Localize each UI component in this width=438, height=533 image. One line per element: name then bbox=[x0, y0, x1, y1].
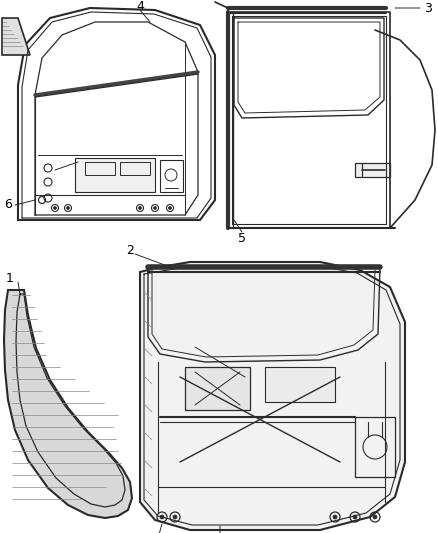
Text: 6: 6 bbox=[4, 198, 12, 212]
Polygon shape bbox=[2, 18, 30, 55]
Circle shape bbox=[169, 206, 172, 209]
Text: 1: 1 bbox=[6, 271, 14, 285]
Circle shape bbox=[53, 206, 57, 209]
Polygon shape bbox=[265, 367, 335, 402]
Circle shape bbox=[373, 515, 377, 519]
Circle shape bbox=[333, 515, 337, 519]
Circle shape bbox=[67, 206, 70, 209]
Polygon shape bbox=[185, 367, 250, 410]
Circle shape bbox=[138, 206, 141, 209]
Circle shape bbox=[353, 515, 357, 519]
Text: 2: 2 bbox=[126, 244, 134, 256]
Polygon shape bbox=[4, 290, 132, 518]
Circle shape bbox=[160, 515, 164, 519]
Polygon shape bbox=[140, 262, 405, 530]
Text: 5: 5 bbox=[238, 231, 246, 245]
Polygon shape bbox=[355, 163, 390, 177]
Polygon shape bbox=[75, 158, 155, 192]
Circle shape bbox=[173, 515, 177, 519]
Text: 3: 3 bbox=[424, 2, 432, 14]
Circle shape bbox=[153, 206, 156, 209]
Text: 4: 4 bbox=[136, 0, 144, 12]
